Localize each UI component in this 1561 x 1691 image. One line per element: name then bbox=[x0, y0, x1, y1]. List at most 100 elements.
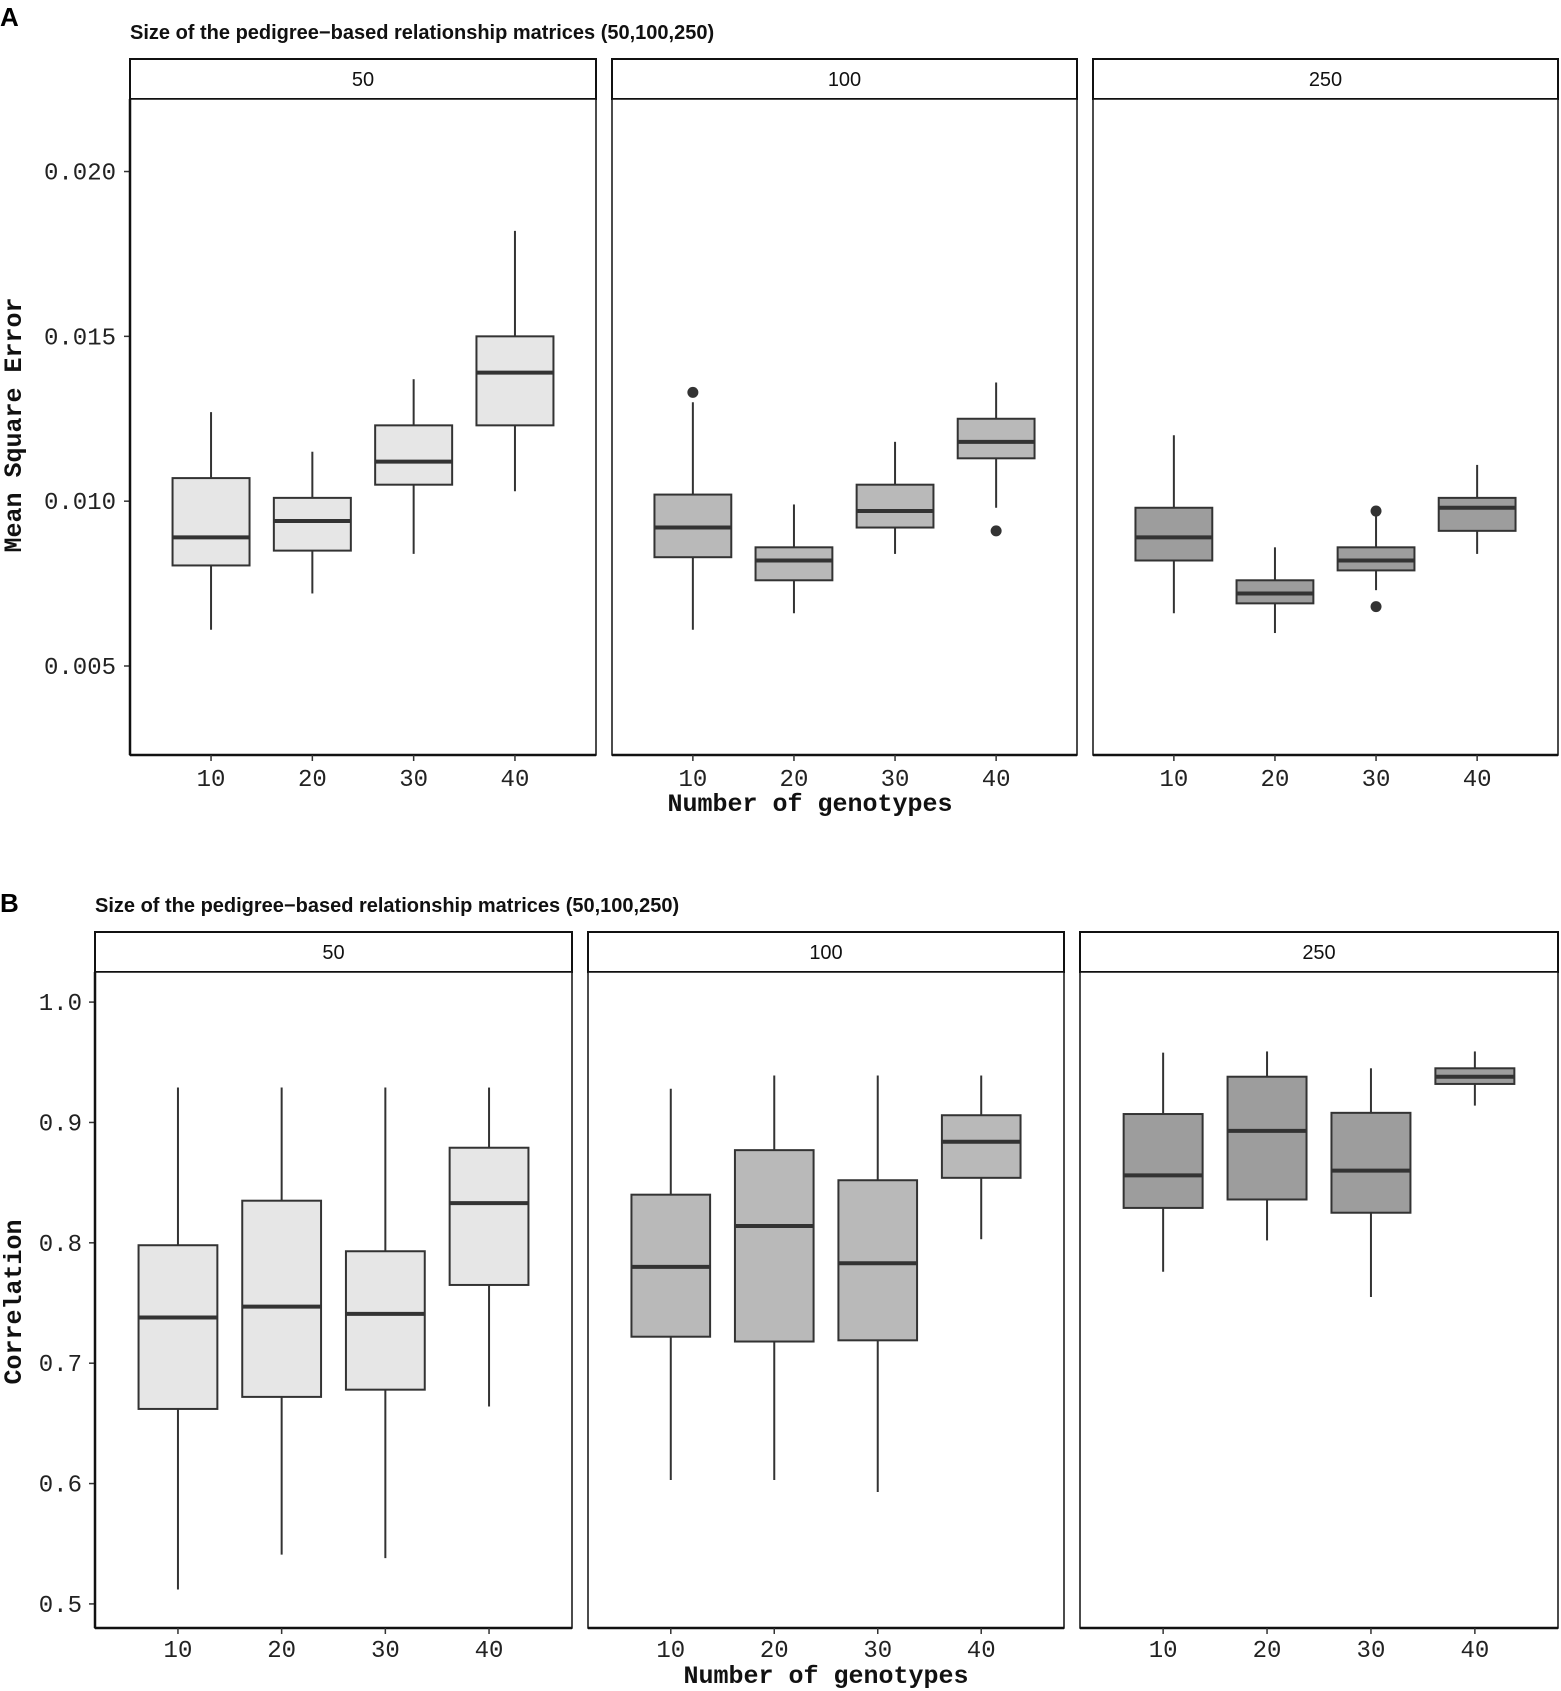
facet-strip-label: 50 bbox=[352, 69, 374, 91]
facet-strip-label: 100 bbox=[809, 942, 842, 964]
box-body bbox=[374, 424, 454, 486]
box-250-10 bbox=[1122, 1052, 1204, 1272]
box-100-20 bbox=[733, 1075, 815, 1480]
x-tick-label: 40 bbox=[982, 767, 1011, 794]
box-50-20 bbox=[272, 451, 352, 594]
x-tick-label: 30 bbox=[371, 1638, 400, 1665]
box-250-30 bbox=[1336, 505, 1416, 613]
outlier-point bbox=[990, 525, 1002, 537]
box-100-20 bbox=[754, 504, 834, 614]
outlier-point bbox=[1370, 601, 1382, 613]
facet-strip bbox=[1092, 58, 1559, 100]
box-50-20 bbox=[241, 1087, 323, 1555]
facet-strip-label: 250 bbox=[1309, 69, 1342, 91]
y-tick-label: 0.010 bbox=[44, 490, 116, 517]
x-tick-label: 40 bbox=[1460, 1638, 1489, 1665]
y-tick-label: 0.9 bbox=[39, 1111, 82, 1138]
facet-50: 50 10 20 30 40 bbox=[128, 58, 597, 794]
box-body bbox=[137, 1244, 219, 1410]
box-100-40 bbox=[940, 1075, 1022, 1240]
box-body bbox=[1134, 506, 1214, 562]
panel-b-title: Size of the pedigree−based relationship … bbox=[95, 895, 679, 917]
box-250-20 bbox=[1235, 547, 1315, 634]
facet-strip bbox=[129, 58, 597, 100]
box-50-40 bbox=[475, 230, 555, 492]
facet-panel bbox=[1092, 98, 1559, 756]
x-tick-label: 10 bbox=[164, 1638, 193, 1665]
panel-b-y-axis-title: Correlation bbox=[0, 1219, 29, 1384]
box-100-30 bbox=[837, 1075, 919, 1492]
box-body bbox=[837, 1179, 919, 1342]
panel-a-y-axis-title: Mean Square Error bbox=[0, 297, 29, 552]
box-body bbox=[940, 1114, 1022, 1179]
panel-letter-b: B bbox=[0, 888, 19, 918]
x-tick-label: 20 bbox=[760, 1638, 789, 1665]
x-tick-label: 20 bbox=[298, 767, 327, 794]
x-tick-label: 30 bbox=[399, 767, 428, 794]
box-body bbox=[448, 1146, 530, 1286]
panel-b-correlation-chart: B Size of the pedigree−based relationshi… bbox=[0, 888, 1559, 1691]
x-tick-label: 20 bbox=[1253, 1638, 1282, 1665]
facet-250: 250 10 20 30 40 bbox=[1092, 58, 1559, 794]
y-tick-label: 0.6 bbox=[39, 1473, 82, 1500]
y-tick-label: 0.020 bbox=[44, 161, 116, 188]
y-tick-label: 0.015 bbox=[44, 325, 116, 352]
y-tick-label: 0.8 bbox=[39, 1232, 82, 1259]
facet-strip bbox=[94, 931, 573, 973]
box-250-40 bbox=[1437, 464, 1517, 554]
x-tick-label: 10 bbox=[197, 767, 226, 794]
box-100-40 bbox=[956, 382, 1036, 537]
facet-strip-label: 50 bbox=[322, 942, 344, 964]
x-tick-label: 40 bbox=[501, 767, 530, 794]
x-tick-label: 30 bbox=[881, 767, 910, 794]
facet-100: 100 10 20 30 40 bbox=[587, 931, 1065, 1665]
panel-b-x-axis-title: Number of genotypes bbox=[683, 1662, 968, 1691]
facet-50: 50 10 20 30 40 bbox=[93, 931, 573, 1665]
x-tick-label: 20 bbox=[780, 767, 809, 794]
box-250-20 bbox=[1226, 1051, 1308, 1241]
x-tick-label: 20 bbox=[1261, 767, 1290, 794]
box-50-30 bbox=[374, 379, 454, 554]
x-tick-label: 10 bbox=[1159, 767, 1188, 794]
panel-a-mse-chart: A Size of the pedigree−based relationshi… bbox=[0, 2, 1559, 819]
x-tick-label: 10 bbox=[656, 1638, 685, 1665]
facet-panel bbox=[129, 98, 597, 756]
box-body bbox=[1437, 496, 1517, 532]
box-250-30 bbox=[1330, 1068, 1412, 1297]
box-100-30 bbox=[855, 441, 935, 554]
x-tick-label: 10 bbox=[1149, 1638, 1178, 1665]
y-tick-label: 0.5 bbox=[39, 1593, 82, 1620]
y-tick-label: 0.005 bbox=[44, 655, 116, 682]
box-body bbox=[855, 483, 935, 529]
box-50-10 bbox=[171, 412, 251, 630]
box-body bbox=[344, 1250, 426, 1391]
box-100-10 bbox=[630, 1088, 712, 1480]
x-tick-label: 40 bbox=[1463, 767, 1492, 794]
x-tick-label: 40 bbox=[475, 1638, 504, 1665]
y-tick-label: 0.7 bbox=[39, 1352, 82, 1379]
facet-strip bbox=[611, 58, 1078, 100]
x-tick-label: 10 bbox=[678, 767, 707, 794]
panel-letter-a: A bbox=[0, 2, 19, 32]
box-50-40 bbox=[448, 1087, 530, 1407]
x-tick-label: 20 bbox=[267, 1638, 296, 1665]
x-tick-label: 30 bbox=[1357, 1638, 1386, 1665]
box-250-10 bbox=[1134, 435, 1214, 614]
panel-a-x-axis-title: Number of genotypes bbox=[667, 790, 952, 819]
facet-strip bbox=[587, 931, 1065, 973]
box-50-10 bbox=[137, 1087, 219, 1590]
box-250-40 bbox=[1434, 1051, 1516, 1106]
box-body bbox=[754, 546, 834, 582]
facet-strip-label: 100 bbox=[828, 69, 861, 91]
box-body bbox=[171, 477, 251, 567]
box-body bbox=[272, 496, 352, 552]
box-body bbox=[1330, 1111, 1412, 1214]
y-tick-label: 1.0 bbox=[39, 991, 82, 1018]
box-50-30 bbox=[344, 1087, 426, 1559]
facet-250: 250 10 20 30 40 bbox=[1079, 931, 1559, 1665]
panel-a-title: Size of the pedigree−based relationship … bbox=[130, 22, 714, 44]
x-tick-label: 30 bbox=[863, 1638, 892, 1665]
box-body bbox=[733, 1149, 815, 1343]
facet-strip-label: 250 bbox=[1302, 942, 1335, 964]
